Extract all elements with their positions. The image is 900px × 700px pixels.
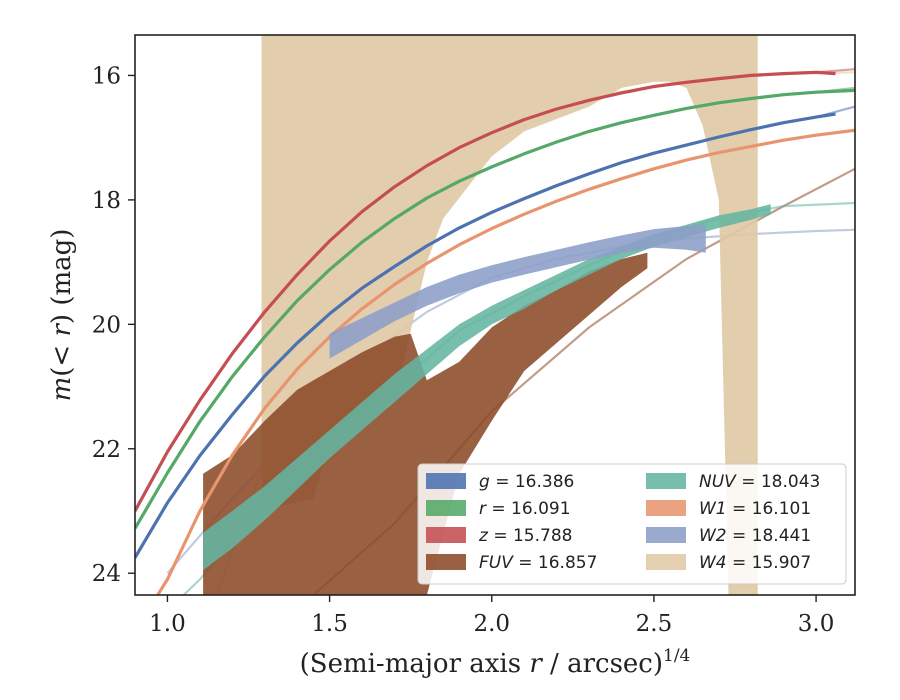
series-band-w2 <box>329 224 706 359</box>
x-tick-label: 1.5 <box>311 611 348 637</box>
legend-swatch-r <box>426 500 466 516</box>
series-line-r <box>135 88 855 530</box>
legend-swatch-w1 <box>646 500 686 516</box>
y-tick-label: 18 <box>92 188 121 214</box>
legend: g = 16.386 r = 16.091 z = 15.788 FUV = 16.8… <box>417 463 847 585</box>
x-tick-label: 2.0 <box>473 611 510 637</box>
legend-label-r: r = 16.091 <box>479 499 571 519</box>
legend-label-z: z = 15.788 <box>478 526 572 546</box>
y-axis-label: m(< r) (mag) <box>47 229 77 402</box>
series-line-g <box>135 112 836 559</box>
y-tick-label: 20 <box>92 312 121 338</box>
legend-label-fuv: FUV = 16.857 <box>479 553 597 573</box>
legend-swatch-w4 <box>646 554 686 570</box>
legend-label-g: g = 16.386 <box>479 472 574 492</box>
legend-label-w1: W1 = 16.101 <box>699 499 811 519</box>
legend-swatch-nuv <box>646 473 686 489</box>
legend-swatch-z <box>426 527 466 543</box>
series-band-fuv <box>203 252 648 595</box>
series-line-w1 <box>156 128 855 595</box>
x-tick-label: 2.5 <box>636 611 673 637</box>
legend-swatch-g <box>426 473 466 489</box>
y-tick-label: 24 <box>92 561 121 587</box>
series-line-z <box>135 70 836 512</box>
x-tick-label: 1.0 <box>149 611 186 637</box>
x-axis-label: (Semi-major axis r / arcsec)1/4 <box>300 646 691 679</box>
x-tick-label: 3.0 <box>798 611 835 637</box>
y-tick-label: 16 <box>92 63 121 89</box>
series-band-w4 <box>261 35 758 595</box>
legend-swatch-w2 <box>646 527 686 543</box>
legend-swatch-fuv <box>426 554 466 570</box>
plot-area <box>135 35 855 595</box>
y-tick-label: 22 <box>92 437 121 463</box>
axis-ticks: 1.0 1.5 2.0 2.5 3.0 16 18 20 22 24 <box>92 63 835 637</box>
legend-label-w4: W4 = 15.907 <box>699 553 811 573</box>
legend-label-nuv: NUV = 18.043 <box>699 472 820 492</box>
legend-box <box>417 463 847 585</box>
plot-frame <box>134 34 856 596</box>
legend-label-w2: W2 = 18.441 <box>699 526 811 546</box>
